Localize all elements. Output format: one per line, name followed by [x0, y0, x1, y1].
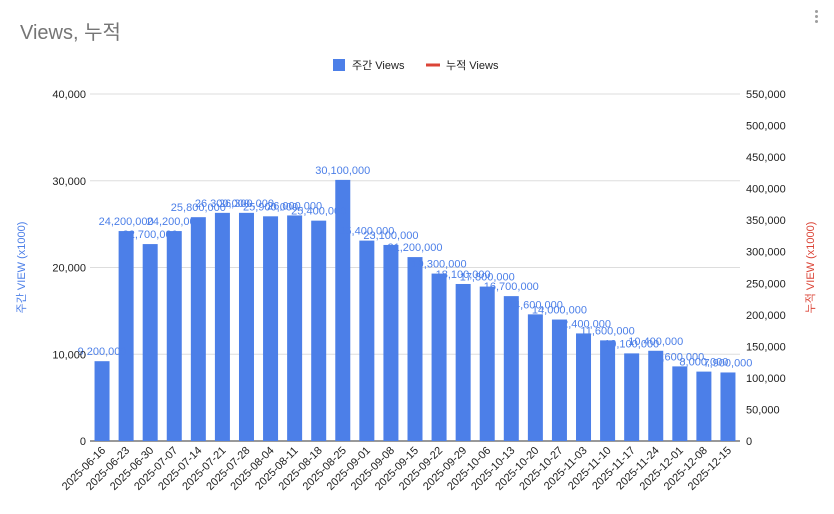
bar-label: 25,900,000: [243, 201, 298, 213]
y-right-tick: 400,000: [746, 184, 786, 196]
bar[interactable]: [166, 231, 182, 441]
bar[interactable]: [383, 244, 399, 441]
bar-label: 26,300,000: [195, 198, 250, 210]
bar-label: 18,100,000: [436, 269, 491, 281]
y-left-tick: 20,000: [52, 263, 86, 275]
bar[interactable]: [479, 286, 495, 441]
y-right-tick: 550,000: [746, 89, 786, 101]
bar[interactable]: [672, 366, 688, 441]
y-left-tick: 10,000: [52, 349, 86, 361]
bar-label: 26,000,000: [267, 200, 322, 212]
y-left-tick: 40,000: [52, 89, 86, 101]
bar-label: 30,100,000: [315, 165, 370, 177]
bar-label: 25,400,000: [339, 226, 394, 238]
bar[interactable]: [431, 273, 447, 441]
bar[interactable]: [696, 371, 712, 441]
bar-label: 19,300,000: [412, 259, 467, 271]
bar[interactable]: [407, 257, 423, 441]
chart-title: Views, 누적: [20, 22, 121, 44]
bar-label: 23,100,000: [363, 230, 418, 242]
bar[interactable]: [94, 361, 110, 441]
bar-label: 14,000,000: [532, 305, 587, 317]
legend-swatch-bar: [333, 59, 345, 71]
bar[interactable]: [311, 220, 327, 441]
bar-label: 9,200,000: [78, 346, 127, 358]
bar[interactable]: [648, 350, 664, 441]
y-right-tick: 200,000: [746, 310, 786, 322]
bar[interactable]: [576, 333, 592, 441]
y-right-tick: 150,000: [746, 341, 786, 353]
y-right-tick: 500,000: [746, 121, 786, 133]
bar[interactable]: [600, 340, 616, 441]
bar-label: 24,200,000: [147, 216, 202, 228]
bar[interactable]: [455, 283, 471, 441]
bar-label: 25,400,000: [291, 206, 346, 218]
y-left-tick: 0: [80, 436, 86, 448]
bar[interactable]: [190, 217, 206, 441]
bar-series: [94, 179, 736, 441]
bar-label: 10,100,000: [604, 338, 659, 350]
legend: 주간 Views 누적 Views: [333, 59, 499, 72]
bar[interactable]: [214, 212, 230, 441]
bar[interactable]: [238, 212, 254, 441]
bar[interactable]: [503, 296, 519, 441]
bar[interactable]: [551, 319, 567, 441]
bar[interactable]: [118, 231, 134, 441]
y-right-tick: 250,000: [746, 278, 786, 290]
bar-label: 8,600,000: [655, 351, 704, 363]
y-right-tick: 450,000: [746, 152, 786, 164]
bar[interactable]: [287, 215, 303, 441]
axes: 0 10,000 20,000 30,000 40,000 0 50,000 100,000 1…: [15, 89, 817, 493]
y-left-tick: 30,000: [52, 176, 86, 188]
bar-label: 21,200,000: [387, 242, 442, 254]
y-right-tick: 300,000: [746, 247, 786, 259]
bar-label: 22,700,000: [123, 229, 178, 241]
bar-label: 10,400,000: [628, 336, 683, 348]
bar-label: 24,200,000: [99, 216, 154, 228]
bar-label: 11,600,000: [580, 325, 634, 337]
y-right-tick: 0: [746, 436, 752, 448]
bar-label: 25,800,000: [171, 202, 226, 214]
bar-label: 7,900,000: [703, 357, 752, 369]
bar-label: 26,300,000: [219, 198, 274, 210]
bar[interactable]: [142, 244, 158, 441]
bar-label: 14,600,000: [508, 299, 563, 311]
bar-label: 17,800,000: [460, 272, 515, 284]
bar-label: 8,000,000: [679, 357, 728, 369]
y-right-title: 누적 VIEW (x1000): [804, 222, 817, 314]
bar-label: 16,700,000: [484, 281, 539, 293]
bar-label: 12,400,000: [556, 318, 611, 330]
more-vert-icon[interactable]: [808, 8, 824, 28]
bar[interactable]: [527, 314, 543, 441]
bar[interactable]: [263, 216, 279, 441]
y-right-tick: 100,000: [746, 373, 786, 385]
bar[interactable]: [335, 179, 351, 441]
legend-label[interactable]: 주간 Views: [352, 59, 405, 72]
y-left-title: 주간 VIEW (x1000): [15, 222, 28, 314]
bar[interactable]: [624, 353, 640, 441]
bar[interactable]: [359, 240, 375, 441]
y-right-tick: 350,000: [746, 215, 786, 227]
legend-label[interactable]: 누적 Views: [446, 59, 499, 72]
bar[interactable]: [720, 372, 736, 441]
y-right-tick: 50,000: [746, 404, 780, 416]
